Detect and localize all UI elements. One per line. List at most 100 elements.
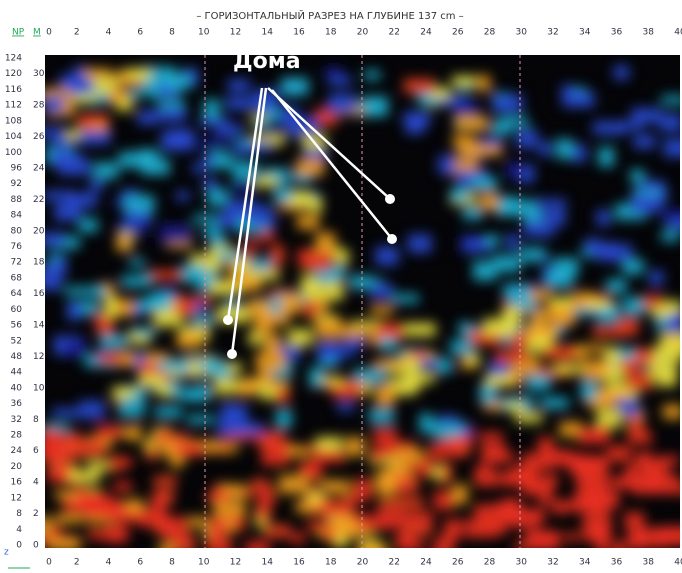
heat-cell xyxy=(438,155,456,175)
bottom-tick-label: 0 xyxy=(46,558,52,568)
heat-cell xyxy=(318,480,338,490)
heat-cell xyxy=(505,502,523,518)
heat-cell xyxy=(328,93,356,114)
m-label: 14 xyxy=(33,321,45,331)
np-label: 12 xyxy=(11,493,22,503)
heat-cell xyxy=(546,453,580,463)
heat-cell xyxy=(663,138,680,158)
heat-cell xyxy=(612,541,625,548)
bottom-tick-label: 38 xyxy=(643,558,655,568)
heat-cell xyxy=(64,192,98,208)
heat-cell xyxy=(580,380,597,401)
heat-cell xyxy=(539,141,552,156)
heat-cell xyxy=(250,478,270,489)
heat-cell xyxy=(181,264,205,283)
heat-cell xyxy=(104,302,118,318)
heat-cell xyxy=(376,510,406,528)
heat-cell xyxy=(174,297,195,316)
heat-cell xyxy=(257,487,276,506)
m-label: 2 xyxy=(33,509,39,519)
heat-cell xyxy=(574,344,606,353)
heat-cell xyxy=(504,471,533,487)
heat-cell xyxy=(206,491,229,503)
heat-cell xyxy=(138,374,164,387)
heat-cell xyxy=(381,328,404,339)
heat-cell xyxy=(48,537,81,548)
heat-cell xyxy=(402,373,435,384)
m-label: 26 xyxy=(33,132,45,142)
heat-cell xyxy=(544,345,575,360)
heat-cell xyxy=(526,374,551,391)
heat-cell xyxy=(252,141,272,153)
heat-cell xyxy=(613,65,630,80)
heat-cell xyxy=(158,517,189,537)
top-tick-label: 28 xyxy=(484,28,496,38)
heat-cell xyxy=(291,190,312,207)
heat-cell xyxy=(153,475,177,487)
heat-cell xyxy=(342,325,367,338)
heat-cell xyxy=(290,533,306,543)
heat-cell xyxy=(263,125,280,136)
heat-cell xyxy=(496,334,513,345)
heat-cell xyxy=(627,418,645,435)
heat-cell xyxy=(530,289,551,301)
heat-cell xyxy=(66,129,90,140)
heat-cell xyxy=(538,495,552,506)
heat-cell xyxy=(382,473,400,492)
heat-cell xyxy=(254,176,277,187)
heat-cell xyxy=(431,87,451,99)
heat-cell xyxy=(45,127,66,138)
np-label: 0 xyxy=(16,541,22,551)
heat-cell xyxy=(492,255,521,272)
heat-cell xyxy=(118,405,145,418)
heat-cell xyxy=(278,475,310,494)
heat-cell xyxy=(83,68,111,78)
heat-cell xyxy=(474,504,506,524)
heat-cell xyxy=(250,271,280,280)
heat-cell xyxy=(450,188,469,202)
m-label: 22 xyxy=(33,195,44,205)
heat-cell xyxy=(197,138,231,149)
np-label: 4 xyxy=(16,525,22,535)
heat-cell xyxy=(659,113,680,132)
heat-cell xyxy=(436,358,453,374)
heat-cell xyxy=(145,450,159,460)
heat-cell xyxy=(253,313,273,334)
heat-cell xyxy=(479,193,499,211)
np-label: 64 xyxy=(11,289,23,299)
heat-cell xyxy=(270,245,285,265)
heat-cell xyxy=(264,333,281,354)
annotation: Дома xyxy=(233,49,301,74)
heat-cell xyxy=(611,347,635,360)
heat-cell xyxy=(159,224,192,244)
heat-cell xyxy=(45,190,75,201)
heat-cell xyxy=(562,91,595,108)
heat-cell xyxy=(330,265,346,280)
heat-cell xyxy=(158,543,175,548)
heat-cell xyxy=(341,347,356,357)
heat-cell xyxy=(577,481,609,494)
heat-cell xyxy=(213,501,246,516)
heat-cell xyxy=(607,445,632,462)
heat-cell xyxy=(436,95,467,106)
heat-cell xyxy=(515,412,543,423)
heat-cell xyxy=(581,360,610,379)
heat-cell xyxy=(92,285,106,298)
top-tick-label: 2 xyxy=(74,28,80,38)
top-tick-label: 36 xyxy=(611,28,623,38)
heat-cell xyxy=(257,205,273,216)
bottom-tick-label: 20 xyxy=(357,558,369,568)
heat-cell xyxy=(523,326,549,337)
heat-cell xyxy=(631,107,662,124)
heat-cell xyxy=(239,422,265,434)
title: – ГОРИЗОНТАЛЬНЫЙ РАЗРЕЗ НА ГЛУБИНЕ 137 c… xyxy=(196,9,463,22)
heat-cell xyxy=(45,516,51,536)
heat-cell xyxy=(320,500,355,518)
heat-cell xyxy=(337,402,355,412)
heat-cell xyxy=(228,79,250,92)
heat-cell xyxy=(332,518,358,538)
heat-cell xyxy=(137,110,157,125)
bottom-tick-label: 24 xyxy=(420,558,432,568)
heat-cell xyxy=(431,420,463,439)
heat-cell xyxy=(296,214,320,230)
